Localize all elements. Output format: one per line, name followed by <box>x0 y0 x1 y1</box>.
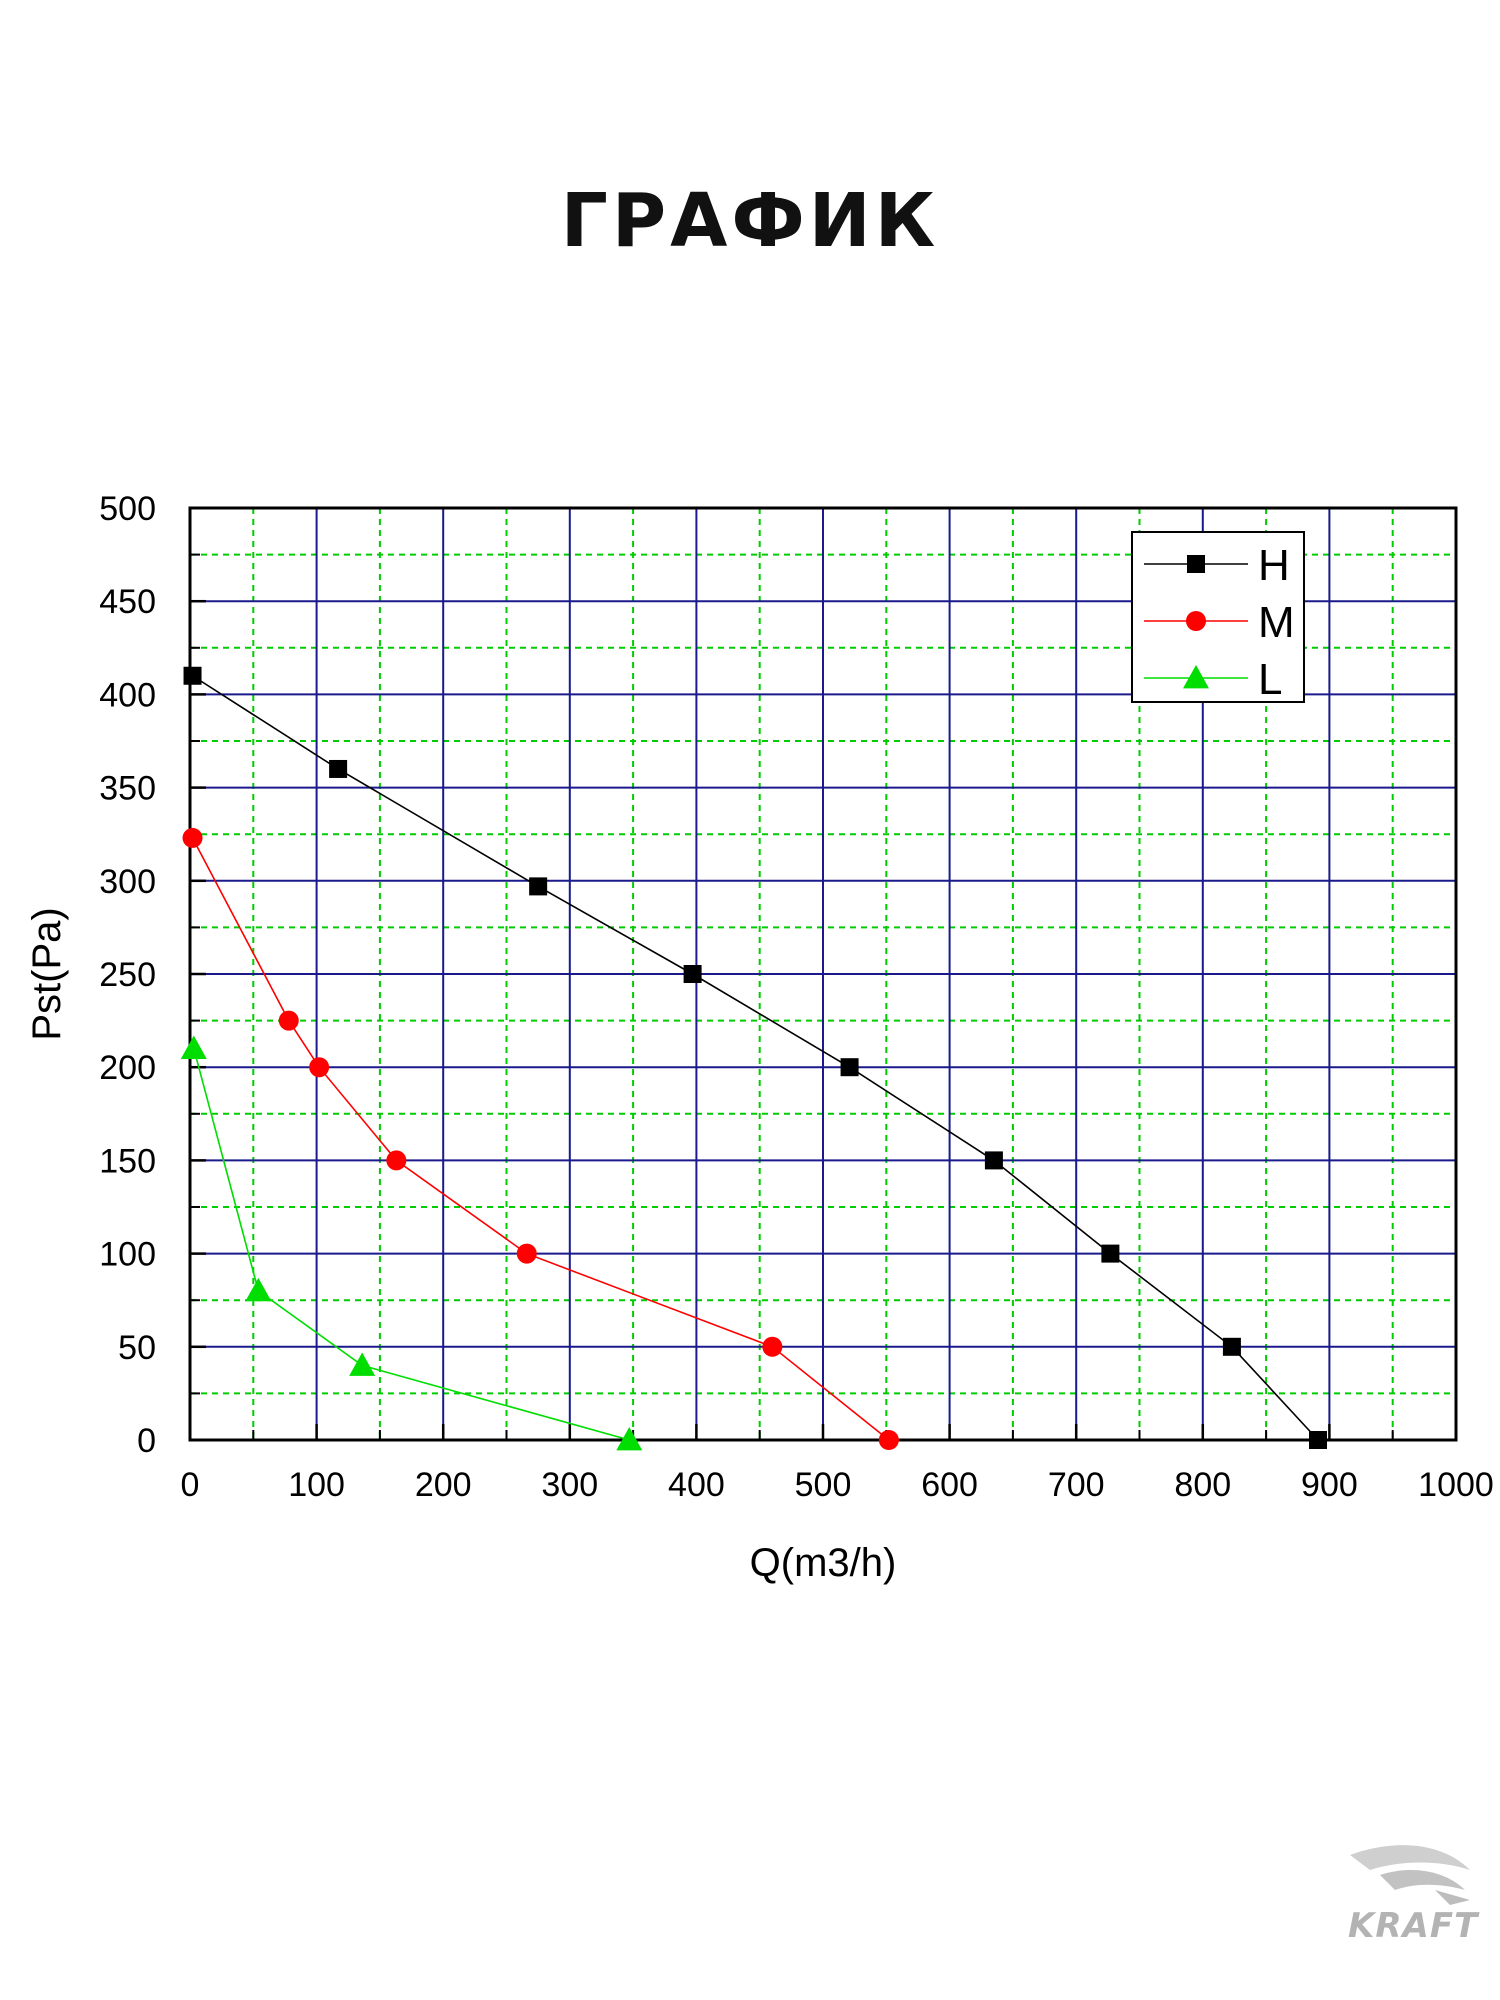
x-axis-label: Q(m3/h) <box>750 1541 897 1585</box>
x-tick-label: 800 <box>1174 1466 1231 1504</box>
data-point-h <box>840 1058 859 1077</box>
data-point-m <box>278 1010 299 1031</box>
data-point-m <box>309 1057 330 1078</box>
legend-marker-m <box>1186 611 1206 631</box>
data-point-h <box>683 965 702 983</box>
data-point-l <box>245 1277 272 1302</box>
x-tick-label: 900 <box>1301 1466 1358 1504</box>
x-tick-label: 500 <box>795 1466 852 1504</box>
kraft-logo-icon <box>1350 1845 1470 1905</box>
logo-text: KRAFT <box>1348 1906 1479 1946</box>
data-point-h <box>1309 1431 1328 1449</box>
y-axis-label: Pst(Pa) <box>25 907 69 1040</box>
data-point-m <box>386 1150 407 1171</box>
series-line-l <box>193 1048 630 1441</box>
y-tick-label: 150 <box>99 1142 156 1180</box>
series-m <box>182 827 899 1450</box>
data-point-l <box>349 1352 376 1376</box>
page-title: ГРАФИК <box>560 178 940 264</box>
legend-label-m: M <box>1258 598 1295 647</box>
x-tick-label: 700 <box>1048 1466 1105 1504</box>
x-tick-label: 400 <box>668 1466 725 1504</box>
legend-box <box>1131 531 1305 703</box>
legend-marker-l <box>1183 665 1209 689</box>
y-tick-label: 250 <box>99 956 156 994</box>
series-layer <box>180 666 1328 1451</box>
x-tick-label: 300 <box>541 1466 598 1504</box>
tick-labels: 0 100 200 300 400 500 600 700 800 900 1000 0 50 100 15… <box>99 490 1494 1504</box>
y-tick-label: 450 <box>99 583 156 621</box>
data-point-h <box>1222 1337 1241 1356</box>
data-point-h <box>183 666 202 685</box>
legend-label-l: L <box>1258 655 1282 704</box>
data-point-h <box>984 1151 1003 1170</box>
y-tick-label: 500 <box>99 490 156 528</box>
legend: HML <box>1131 531 1305 704</box>
y-tick-label: 100 <box>99 1236 156 1274</box>
data-point-m <box>182 827 203 848</box>
data-point-h <box>1101 1244 1120 1263</box>
y-tick-label: 350 <box>99 770 156 808</box>
y-tick-label: 0 <box>137 1422 156 1460</box>
y-tick-label: 300 <box>99 863 156 901</box>
data-point-m <box>878 1430 899 1450</box>
series-l <box>180 1035 643 1451</box>
data-point-l <box>616 1427 643 1451</box>
axis-ticks <box>188 506 1458 1442</box>
legend-label-h: H <box>1258 541 1290 590</box>
legend-marker-h <box>1187 555 1205 573</box>
x-tick-label: 1000 <box>1418 1466 1494 1504</box>
x-tick-label: 600 <box>921 1466 978 1504</box>
series-h <box>183 666 1328 1449</box>
data-point-m <box>516 1243 537 1264</box>
data-point-h <box>329 759 348 778</box>
data-point-h <box>529 877 548 896</box>
y-tick-label: 400 <box>99 676 156 714</box>
x-tick-label: 0 <box>181 1466 200 1504</box>
y-tick-label: 200 <box>99 1049 156 1087</box>
x-tick-label: 200 <box>415 1466 472 1504</box>
y-tick-label: 50 <box>118 1329 156 1367</box>
x-tick-label: 100 <box>288 1466 345 1504</box>
data-point-l <box>180 1035 207 1059</box>
data-point-m <box>762 1336 783 1357</box>
